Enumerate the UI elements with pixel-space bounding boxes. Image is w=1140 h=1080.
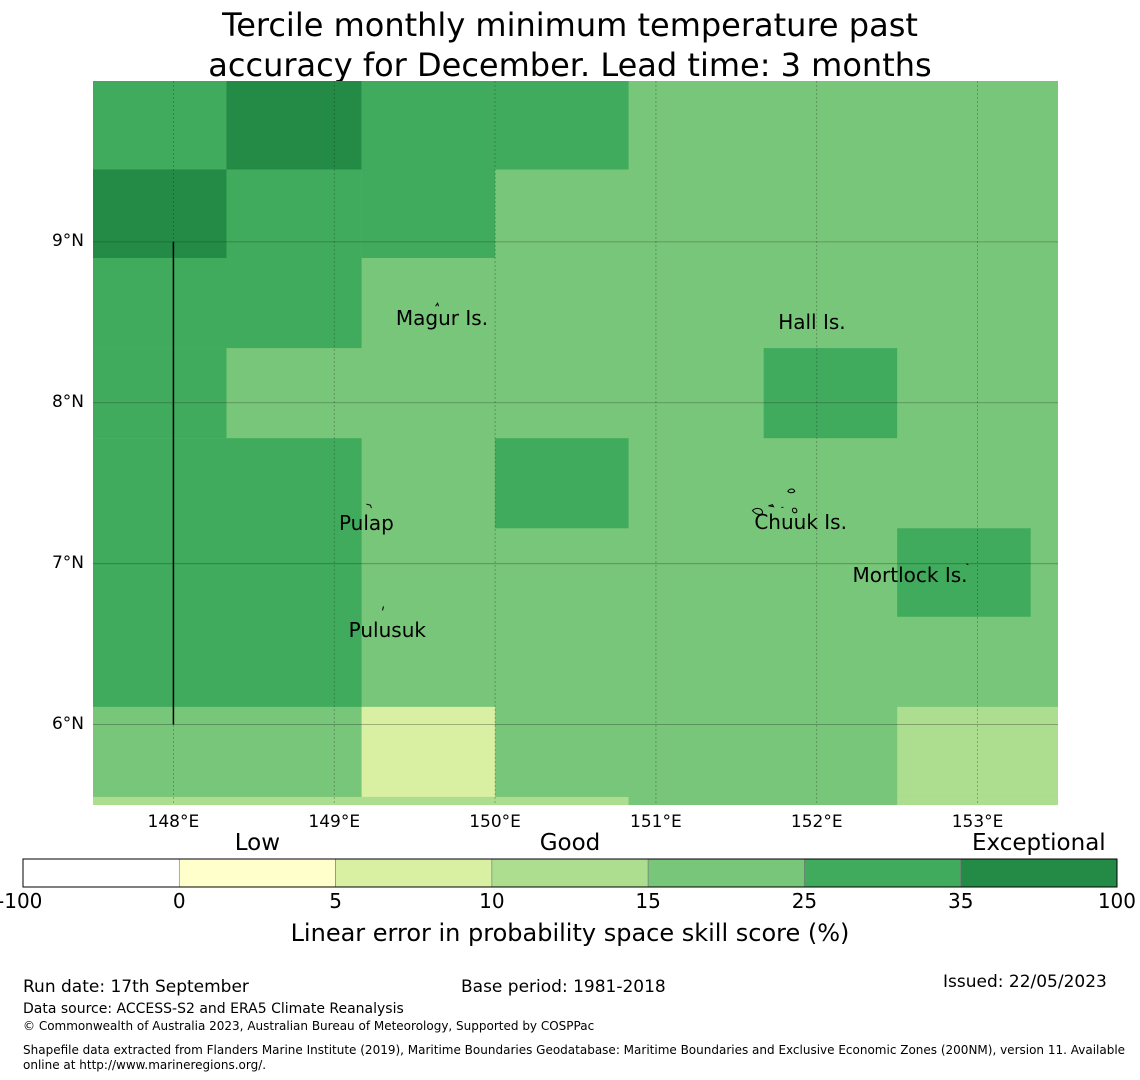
longitude-tick-label: 152°E: [790, 812, 843, 832]
island-outline: [791, 507, 798, 514]
colorbar-segment: [178, 858, 336, 888]
grid-cell: [763, 348, 898, 439]
run-date: Run date: 17th September: [23, 977, 249, 997]
colorbar-frame: [22, 858, 1118, 888]
grid-cell: [897, 706, 1058, 797]
longitude-tick-label: 151°E: [630, 812, 682, 832]
grid-cell: [93, 348, 227, 439]
island-outline: [787, 488, 796, 494]
copyright: © Commonwealth of Australia 2023, Austra…: [23, 1019, 595, 1033]
colorbar-segment: [335, 858, 493, 888]
grid-cell: [93, 796, 629, 805]
skill-grid: [93, 81, 1058, 805]
colorbar-tick-label: 100: [1097, 889, 1136, 913]
island-outline: [366, 503, 372, 509]
colorbar-segment: [960, 858, 1118, 888]
latitude-tick-label: 7°N: [51, 552, 84, 573]
island-outline: [966, 563, 969, 566]
island-label: Chuuk Is.: [754, 509, 847, 534]
map-features: [172, 241, 969, 725]
latitude-tick-label: 9°N: [51, 230, 84, 251]
grid-cell: [226, 169, 362, 258]
title-line-2: accuracy for December. Lead time: 3 mont…: [208, 46, 932, 84]
island-label: Hall Is.: [778, 310, 846, 335]
island-label: Mortlock Is.: [852, 562, 968, 587]
island-label: Pulusuk: [348, 617, 426, 642]
island-outline: [768, 504, 775, 508]
data-source: Data source: ACCESS-S2 and ERA5 Climate …: [23, 1001, 404, 1017]
grid-cell: [361, 706, 496, 797]
colorbar-tick-label: 25: [791, 889, 818, 913]
skill-category-label: Good: [539, 830, 601, 856]
skill-category-label: Exceptional: [972, 830, 1106, 856]
latitude-tick-label: 8°N: [51, 391, 84, 412]
colorbar-segment: [647, 858, 805, 888]
grid-cell: [93, 81, 227, 170]
colorbar-tick-label: 0: [172, 889, 186, 913]
colorbar-segment: [491, 858, 649, 888]
longitude-tick-label: 148°E: [147, 812, 200, 832]
grid-cell: [897, 796, 1058, 805]
colorbar-tick-label: 10: [479, 889, 505, 913]
title-line-1: Tercile monthly minimum temperature past: [222, 6, 918, 44]
base-period: Base period: 1981-2018: [461, 977, 666, 997]
longitude-tick-label: 149°E: [308, 812, 361, 832]
island-outline: [382, 606, 384, 611]
shapefile-credit: Shapefile data extracted from Flanders M…: [23, 1043, 1126, 1072]
grid-cell: [93, 438, 362, 707]
colorbar-tick-label: 5: [329, 889, 342, 913]
longitude-tick-label: 150°E: [469, 812, 521, 832]
colorbar-segment: [22, 858, 180, 888]
island-label: Magur Is.: [395, 305, 489, 330]
colorbar-tick-label: -100: [0, 889, 43, 913]
colorbar-title: Linear error in probability space skill …: [290, 919, 850, 947]
island-label: Pulap: [338, 511, 394, 536]
colorbar-segment: [804, 858, 962, 888]
island-outline: [751, 507, 763, 515]
grid-cell: [495, 81, 629, 170]
grid-cell: [361, 169, 496, 258]
grid-cell: [226, 81, 362, 170]
colorbar: [22, 858, 1118, 888]
map-title: Tercile monthly minimum temperature past…: [0, 5, 1140, 85]
grid-cell: [897, 528, 1031, 617]
grid-cell: [93, 257, 362, 349]
issued-date: Issued: 22/05/2023: [943, 972, 1107, 992]
skill-category-label: Low: [234, 830, 281, 856]
colorbar-tick-label: 15: [635, 889, 661, 913]
grid-cell: [361, 81, 496, 170]
grid-cell: [495, 438, 629, 529]
longitude-tick-label: 153°E: [951, 812, 1004, 832]
latitude-tick-label: 6°N: [51, 713, 84, 734]
island-outline: [435, 302, 440, 307]
colorbar-tick-label: 35: [947, 889, 974, 913]
grid-cell: [93, 169, 227, 258]
